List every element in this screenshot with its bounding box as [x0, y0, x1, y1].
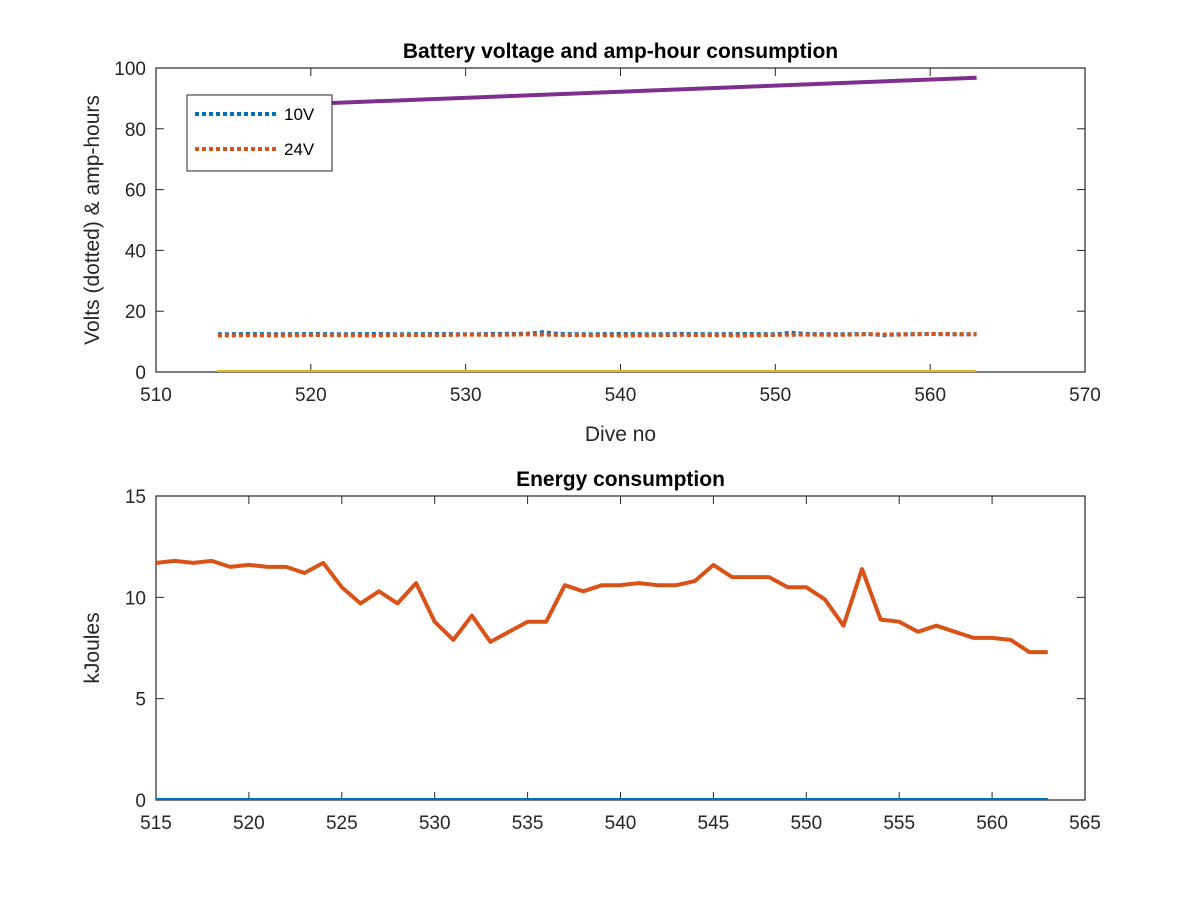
y-tick-label: 5 — [135, 690, 146, 711]
x-tick-label: 540 — [605, 385, 637, 406]
legend-label-24v: 24V — [284, 140, 315, 159]
legend-box — [186, 94, 333, 172]
y-tick-label: 100 — [114, 59, 146, 80]
y-tick-label: 80 — [125, 120, 146, 141]
series-line-3 — [217, 75, 977, 110]
x-tick-label: 545 — [698, 813, 730, 834]
x-tick-label: 560 — [914, 385, 946, 406]
x-tick-label: 520 — [233, 813, 265, 834]
x-tick-label: 510 — [140, 385, 172, 406]
x-axis-label: Dive no — [585, 423, 656, 446]
series-24v-line — [217, 332, 977, 338]
y-tick-label: 0 — [135, 791, 146, 812]
legend-label-10v: 10V — [284, 105, 315, 124]
x-tick-label: 520 — [295, 385, 327, 406]
y-tick-label: 0 — [135, 363, 146, 384]
x-tick-label: 535 — [512, 813, 544, 834]
voltage-amphour-plot: Battery voltage and amp-hour consumption… — [81, 40, 1101, 446]
x-tick-label: 550 — [759, 385, 791, 406]
series-line-0 — [156, 558, 1048, 655]
x-tick-label: 540 — [605, 813, 637, 834]
x-tick-label: 560 — [976, 813, 1008, 834]
x-tick-label: 530 — [450, 385, 482, 406]
axes-box — [155, 495, 1086, 801]
y-tick-label: 20 — [125, 302, 146, 323]
chart-title: Battery voltage and amp-hour consumption — [403, 40, 838, 63]
x-tick-label: 515 — [140, 813, 172, 834]
x-tick-label: 570 — [1069, 385, 1101, 406]
y-tick-label: 60 — [125, 181, 146, 202]
y-tick-label: 10 — [125, 588, 146, 609]
chart-title: Energy consumption — [516, 468, 725, 491]
x-tick-label: 525 — [326, 813, 358, 834]
y-tick-label: 15 — [125, 487, 146, 508]
x-tick-label: 555 — [883, 813, 915, 834]
x-tick-label: 550 — [790, 813, 822, 834]
y-tick-label: 40 — [125, 241, 146, 262]
y-axis-label: kJoules — [81, 612, 104, 683]
y-axis-label: Volts (dotted) & amp-hours — [81, 95, 104, 345]
x-tick-label: 565 — [1069, 813, 1101, 834]
x-tick-label: 530 — [419, 813, 451, 834]
